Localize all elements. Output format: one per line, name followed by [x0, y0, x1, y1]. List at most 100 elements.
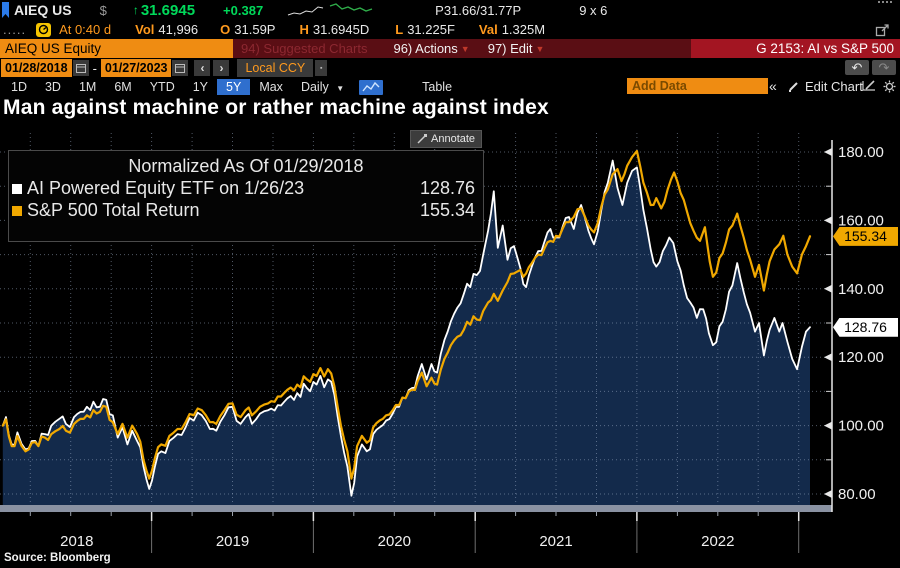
spx-swatch-icon	[12, 205, 22, 216]
value-label: Val	[478, 22, 498, 37]
aieq-area	[2, 160, 811, 505]
session-time: At 0:40 d	[59, 22, 112, 37]
svg-text:140.00: 140.00	[838, 281, 884, 298]
delayed-data-icon[interactable]	[36, 22, 52, 37]
legend-label: S&P 500 Total Return	[27, 200, 200, 220]
start-date-input[interactable]: 01/28/2018	[1, 59, 72, 77]
period-select[interactable]: Daily ▼	[292, 79, 353, 95]
sparkline-white-icon	[288, 6, 324, 16]
screen-title: G 2153: AI vs S&P 500	[691, 39, 900, 58]
edit-menu[interactable]: 97) Edit	[487, 41, 533, 56]
range-bar: 01/28/2018 - 01/27/2023 ‹ › Local CCY ▪ …	[0, 58, 900, 78]
collapse-button[interactable]: «	[769, 78, 777, 94]
low-value: 31.225F	[407, 22, 455, 37]
svg-text:2020: 2020	[378, 533, 411, 550]
annotate-label: Annotate	[431, 133, 476, 145]
suggested-charts-button[interactable]: 94) Suggested Charts	[241, 41, 368, 56]
ticker: AIEQ US	[14, 2, 72, 18]
tab-5y[interactable]: 5Y	[217, 79, 251, 95]
currency-dropdown-icon[interactable]: ▪	[315, 60, 328, 76]
prefix-dots: .....	[3, 22, 27, 37]
prev-range-button[interactable]: ‹	[194, 60, 211, 76]
popout-icon[interactable]	[875, 23, 890, 38]
actions-dropdown-icon: ▼	[460, 43, 470, 54]
end-date-input[interactable]: 01/27/2023	[100, 59, 172, 77]
annotate-pencil-icon	[417, 134, 427, 144]
svg-text:2018: 2018	[60, 533, 93, 550]
sparkline-green-icon	[329, 3, 373, 12]
menu-bar: AIEQ US Equity 94) Suggested Charts 96) …	[0, 39, 900, 58]
calendar-icon[interactable]	[72, 60, 89, 76]
last-price: 31.6945	[140, 1, 196, 19]
legend-value: 155.34	[419, 200, 475, 220]
security-field[interactable]: AIEQ US Equity	[0, 39, 233, 58]
table-button[interactable]: Table	[422, 80, 453, 94]
grip-icon[interactable]	[878, 1, 892, 8]
toolbar: 1D 3D 1M 6M YTD 1Y 5Y Max Daily ▼ Table …	[0, 78, 900, 96]
low-label: L	[395, 22, 404, 37]
chart-legend: Normalized As Of 01/29/2018 AI Powered E…	[8, 150, 484, 242]
chart-type-button[interactable]	[359, 79, 384, 95]
calendar-icon[interactable]	[172, 60, 189, 76]
source-label: Source: Bloomberg	[4, 552, 111, 564]
svg-text:2019: 2019	[216, 533, 249, 550]
chart-lines	[1, 149, 812, 497]
high-label: H	[299, 22, 309, 37]
up-arrow-icon: ↑	[132, 3, 139, 17]
tab-ytd[interactable]: YTD	[149, 80, 175, 94]
svg-text:80.00: 80.00	[838, 486, 876, 503]
chart-edit-icon[interactable]	[862, 80, 876, 92]
aieq-swatch-icon	[12, 183, 22, 194]
vol-value: 41,996	[158, 22, 199, 37]
pencil-icon	[789, 82, 798, 92]
spx-last-value-badge: 155.34	[833, 226, 898, 246]
price-change: +0.387	[223, 2, 264, 18]
tab-6m[interactable]: 6M	[114, 80, 132, 94]
legend-value: 128.76	[419, 178, 475, 198]
period-label: Daily	[300, 80, 329, 94]
value-value: 1.325M	[501, 22, 546, 37]
vol-label: Vol	[135, 22, 155, 37]
legend-title: Normalized As Of 01/29/2018	[128, 156, 364, 176]
chart-axes: 80.00 100.00 120.00 140.00 160.00 180.00 2018 2…	[0, 140, 884, 553]
edit-chart-button[interactable]: Edit Chart	[788, 78, 863, 94]
lot-size: 9 x 6	[579, 2, 608, 18]
svg-text:100.00: 100.00	[838, 418, 884, 435]
gear-icon[interactable]	[883, 80, 896, 93]
aieq-last-value-badge: 128.76	[833, 317, 898, 337]
undo-button[interactable]: ↶	[845, 60, 869, 75]
actions-menu[interactable]: 96) Actions	[393, 41, 458, 56]
legend-label: AI Powered Equity ETF on 1/26/23	[27, 178, 305, 198]
tab-1y[interactable]: 1Y	[192, 80, 209, 94]
annotate-button[interactable]: Annotate	[410, 130, 483, 148]
tab-max[interactable]: Max	[259, 80, 283, 94]
open-value: 31.59P	[234, 22, 276, 37]
redo-button[interactable]: ↷	[872, 60, 896, 75]
status-bar: ..... At 0:40 d Vol 41,996 O 31.59P H 31…	[0, 20, 900, 39]
legend-item-spx[interactable]: S&P 500 Total Return 155.34	[9, 199, 483, 221]
next-range-button[interactable]: ›	[213, 60, 230, 76]
svg-text:2021: 2021	[539, 533, 572, 550]
tab-1m[interactable]: 1M	[78, 80, 97, 94]
currency-mode-select[interactable]: Local CCY	[237, 59, 314, 77]
edit-dropdown-icon: ▼	[535, 43, 545, 54]
svg-text:180.00: 180.00	[838, 144, 884, 161]
open-label: O	[220, 22, 231, 37]
legend-item-aieq[interactable]: AI Powered Equity ETF on 1/26/23 128.76	[9, 177, 483, 199]
svg-text:160.00: 160.00	[838, 212, 884, 229]
bookmark-icon[interactable]	[2, 2, 9, 18]
range-separator: -	[92, 60, 97, 76]
page-title: Man against machine or rather machine ag…	[3, 96, 549, 119]
tab-3d[interactable]: 3D	[44, 80, 61, 94]
edit-chart-label: Edit Chart	[805, 78, 863, 94]
currency-symbol: $	[99, 2, 107, 18]
bid-ask: P31.66/31.77P	[435, 2, 522, 18]
high-value: 31.6945D	[312, 22, 370, 37]
svg-text:120.00: 120.00	[838, 349, 884, 366]
add-data-field[interactable]: Add Data	[627, 78, 768, 94]
tab-1d[interactable]: 1D	[11, 80, 27, 94]
period-dropdown-icon: ▼	[336, 84, 345, 93]
line-chart-icon	[362, 81, 380, 92]
